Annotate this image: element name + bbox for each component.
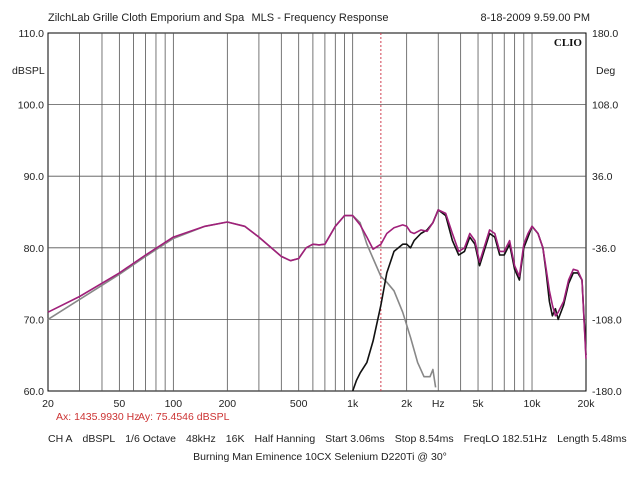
y-tick-labels: 60.0 70.0 80.0 90.0 100.0 110.0 [18, 28, 44, 398]
y-tick-label: 90.0 [24, 171, 45, 183]
y-tick-label: 80.0 [24, 243, 45, 255]
y2-tick-labels: 180.0 108.0 36.0 -36.0 -108.0 -180.0 [592, 28, 622, 398]
y2-axis-label: Deg [596, 65, 615, 77]
plot-area [47, 32, 587, 392]
y2-tick-label: 36.0 [592, 171, 613, 183]
x-tick-label: 5k [472, 398, 484, 410]
series-line-1 [351, 209, 587, 392]
setting-item: CH A [48, 433, 73, 445]
setting-item: Stop 8.54ms [395, 433, 454, 445]
y-axis-label: dBSPL [12, 65, 45, 77]
settings-text: CH A dBSPL 1/6 Octave 48kHz 16K Half Hanning S… [48, 433, 627, 445]
x-tick-label: 10k [524, 398, 542, 410]
x-tick-label: 20k [578, 398, 596, 410]
header-title: MLS - Frequency Response [252, 12, 389, 24]
cursor-y-readout: Ay: 75.4546 dBSPL [138, 411, 230, 423]
x-tick-label: 2k [401, 398, 413, 410]
setting-item: Start 3.06ms [325, 433, 385, 445]
y-tick-label: 70.0 [24, 314, 45, 326]
setting-item: 16K [226, 433, 245, 445]
y2-tick-label: 108.0 [592, 100, 618, 112]
setting-item: FreqLO 182.51Hz [464, 433, 547, 445]
series-group [47, 209, 587, 392]
x-tick-label: 500 [290, 398, 308, 410]
clio-brand: CLIO [554, 37, 583, 49]
y2-tick-label: 180.0 [592, 28, 618, 40]
x-tick-label: 50 [114, 398, 126, 410]
header-left: ZilchLab Grille Cloth Emporium and Spa [48, 12, 245, 24]
setting-item: dBSPL [83, 433, 116, 445]
setting-item: 1/6 Octave [125, 433, 176, 445]
x-tick-label: 20 [42, 398, 54, 410]
cursor-x-readout: Ax: 1435.9930 Hz [56, 411, 139, 423]
setting-item: Length 5.48ms [557, 433, 626, 445]
header-datetime: 8-18-2009 9.59.00 PM [481, 12, 590, 24]
grid [48, 33, 586, 391]
x-tick-labels: 20 50 100 200 500 1k 2k Hz 5k 10k 20k [42, 398, 595, 410]
x-tick-label: 1k [347, 398, 359, 410]
settings-line: CH A dBSPL 1/6 Octave 48kHz 16K Half Hanning S… [48, 433, 627, 445]
y2-tick-label: -36.0 [592, 243, 616, 255]
y2-tick-label: -180.0 [592, 386, 622, 398]
x-tick-label: 100 [165, 398, 183, 410]
x-tick-label: 200 [219, 398, 237, 410]
y-tick-label: 110.0 [19, 28, 45, 40]
setting-item: Half Hanning [254, 433, 315, 445]
chart-caption: Burning Man Eminence 10CX Selenium D220T… [193, 451, 447, 463]
y2-tick-label: -108.0 [592, 314, 622, 326]
series-line-2 [47, 209, 587, 359]
y-tick-label: 60.0 [24, 386, 45, 398]
x-tick-label: Hz [432, 398, 445, 410]
y-tick-label: 100.0 [18, 100, 44, 112]
setting-item: 48kHz [186, 433, 216, 445]
